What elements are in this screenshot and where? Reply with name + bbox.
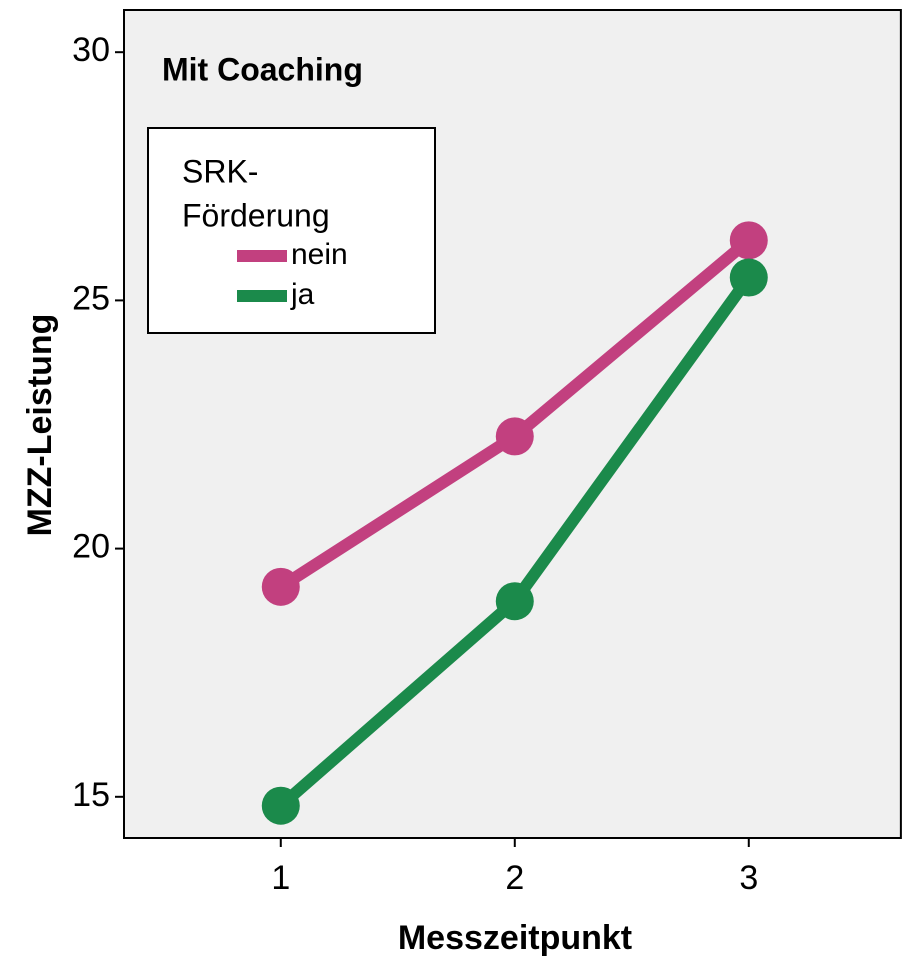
y-tick-label: 15 xyxy=(72,776,110,814)
point xyxy=(495,417,534,456)
legend-title: SRK- xyxy=(182,153,258,189)
point xyxy=(261,786,300,825)
point xyxy=(729,258,768,297)
x-tick-label: 1 xyxy=(271,859,290,897)
legend-label: ja xyxy=(290,278,315,311)
x-tick-label: 2 xyxy=(505,859,524,897)
x-axis-label: Messzeitpunkt xyxy=(398,919,632,957)
point xyxy=(729,221,768,260)
y-tick-label: 25 xyxy=(72,279,110,317)
point xyxy=(261,567,300,606)
x-tick-label: 3 xyxy=(739,859,758,897)
plot: 15 20 25 30 1 2 3 SRK- Förderung nein ja xyxy=(72,9,902,897)
point xyxy=(495,582,534,621)
legend-title: Förderung xyxy=(182,197,330,233)
y-tick-label: 30 xyxy=(72,31,110,69)
y-tick-label: 20 xyxy=(72,528,110,566)
legend-box xyxy=(147,127,436,334)
legend-label: nein xyxy=(291,238,348,271)
chart-title: Mit Coaching xyxy=(162,51,363,87)
y-axis-label: MZZ-Leistung xyxy=(21,314,59,537)
